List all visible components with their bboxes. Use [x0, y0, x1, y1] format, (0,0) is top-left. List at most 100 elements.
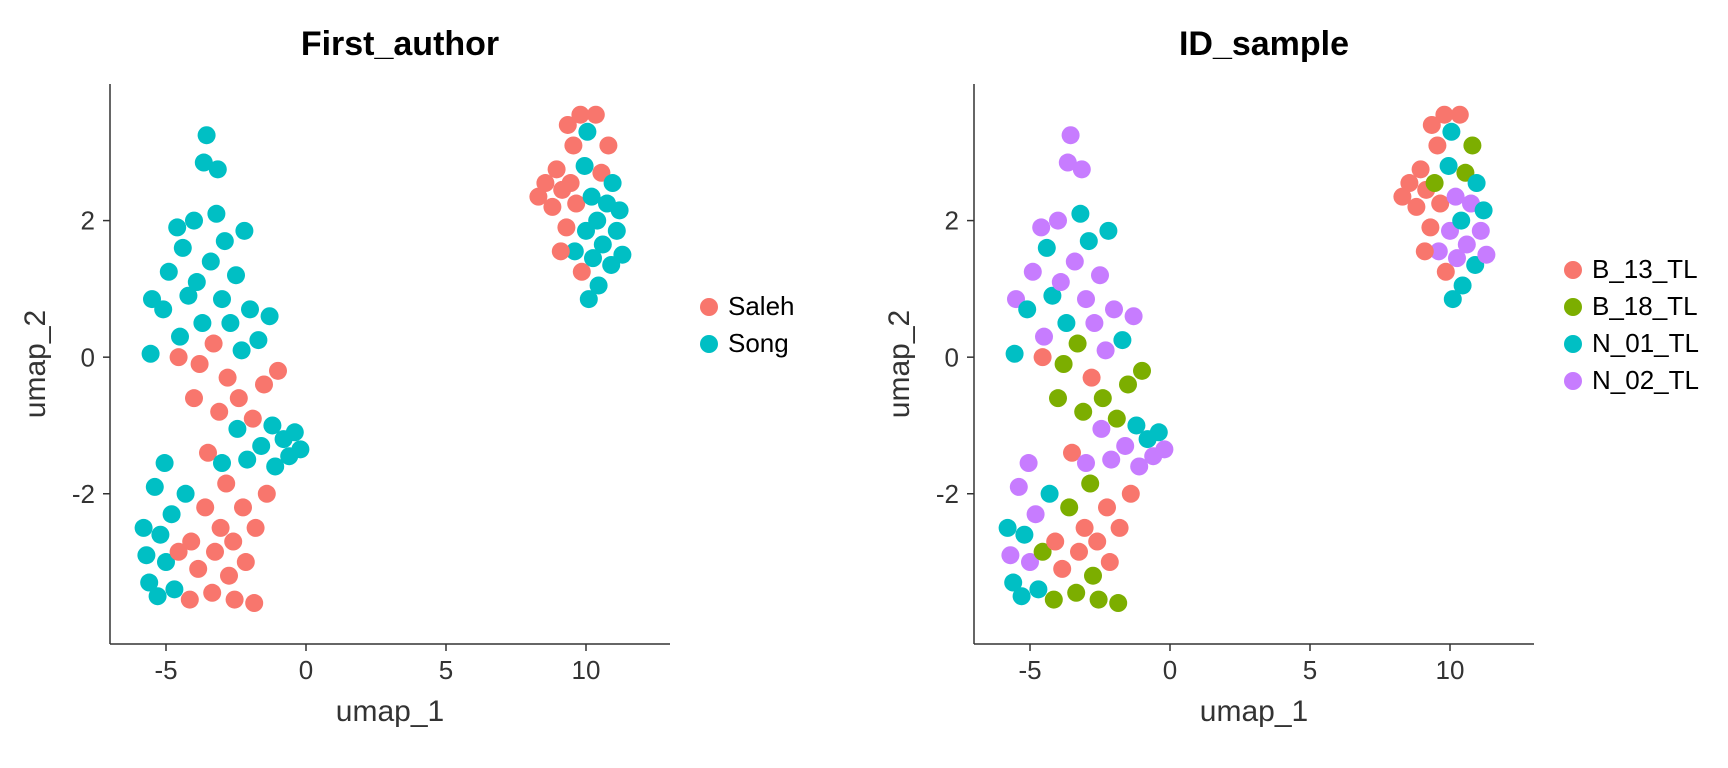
scatter-point — [1001, 546, 1019, 564]
scatter-point — [168, 218, 186, 236]
scatter-point — [217, 475, 235, 493]
scatter-point — [1080, 232, 1098, 250]
plot-title: ID_sample — [874, 0, 1544, 74]
scatter-point — [228, 420, 246, 438]
scatter-point — [205, 335, 223, 353]
scatter-point — [1035, 328, 1053, 346]
scatter-point — [1113, 331, 1131, 349]
y-tick-label: 2 — [945, 206, 959, 236]
scatter-point — [571, 106, 589, 124]
legend-dot-icon — [1564, 335, 1582, 353]
scatter-point — [258, 485, 276, 503]
y-tick-label: 0 — [945, 342, 959, 372]
scatter-point — [1066, 253, 1084, 271]
legend-item: N_02_TL — [1564, 365, 1699, 396]
scatter-point — [181, 591, 199, 609]
scatter-point — [1122, 485, 1140, 503]
scatter-point — [1071, 205, 1089, 223]
scatter-point — [213, 454, 231, 472]
scatter-point — [1440, 157, 1458, 175]
scatter-point — [1052, 273, 1070, 291]
y-tick-label: 0 — [81, 342, 95, 372]
legend-item: Saleh — [700, 291, 795, 322]
scatter-point — [552, 242, 570, 260]
y-tick-label: 2 — [81, 206, 95, 236]
scatter-point — [244, 410, 262, 428]
scatter-point — [156, 454, 174, 472]
scatter-point — [564, 136, 582, 154]
scatter-point — [1108, 410, 1126, 428]
scatter-point — [1045, 591, 1063, 609]
scatter-point — [1073, 160, 1091, 178]
scatter-point — [590, 276, 608, 294]
scatter-point — [1407, 198, 1425, 216]
scatter-point — [1109, 594, 1127, 612]
scatter-point — [1091, 266, 1109, 284]
legend-label: N_02_TL — [1592, 365, 1699, 396]
scatter-point — [576, 157, 594, 175]
legend-label: B_13_TL — [1592, 254, 1698, 285]
legend-item: N_01_TL — [1564, 328, 1699, 359]
scatter-point — [1032, 218, 1050, 236]
scatter-point — [238, 451, 256, 469]
scatter-point — [1116, 437, 1134, 455]
scatter-point — [255, 375, 273, 393]
scatter-point — [1077, 454, 1095, 472]
legend-dot-icon — [700, 298, 718, 316]
scatter-point — [588, 212, 606, 230]
scatter-point — [210, 403, 228, 421]
scatter-point — [185, 389, 203, 407]
scatter-point — [154, 300, 172, 318]
scatter-plot: -50510-202umap_1umap_2 — [0, 74, 690, 754]
scatter-point — [1069, 335, 1087, 353]
legend-dot-icon — [1564, 372, 1582, 390]
scatter-point — [1057, 314, 1075, 332]
legend-item: B_18_TL — [1564, 291, 1699, 322]
scatter-point — [1088, 533, 1106, 551]
scatter-point — [1412, 160, 1430, 178]
scatter-point — [1155, 440, 1173, 458]
y-axis-label: umap_2 — [883, 310, 916, 418]
legend-dot-icon — [700, 335, 718, 353]
y-axis-label: umap_2 — [19, 310, 52, 418]
scatter-point — [1454, 276, 1472, 294]
scatter-point — [193, 314, 211, 332]
scatter-point — [1426, 174, 1444, 192]
scatter-point — [562, 174, 580, 192]
scatter-point — [567, 195, 585, 213]
scatter-point — [206, 543, 224, 561]
legend-label: N_01_TL — [1592, 328, 1699, 359]
scatter-point — [247, 519, 265, 537]
scatter-point — [207, 205, 225, 223]
scatter-point — [1013, 587, 1031, 605]
scatter-point — [543, 198, 561, 216]
x-tick-label: 5 — [1303, 655, 1317, 685]
scatter-point — [1076, 519, 1094, 537]
scatter-point — [234, 498, 252, 516]
scatter-point — [1416, 242, 1434, 260]
scatter-point — [177, 485, 195, 503]
x-axis-label: umap_1 — [1200, 695, 1308, 728]
scatter-point — [245, 594, 263, 612]
scatter-point — [151, 526, 169, 544]
legend-dot-icon — [1564, 298, 1582, 316]
scatter-point — [1099, 222, 1117, 240]
scatter-point — [209, 160, 227, 178]
scatter-point — [587, 106, 605, 124]
scatter-point — [203, 584, 221, 602]
scatter-point — [252, 437, 270, 455]
scatter-point — [1053, 560, 1071, 578]
scatter-point — [249, 331, 267, 349]
scatter-point — [1083, 369, 1101, 387]
scatter-point — [1049, 212, 1067, 230]
scatter-point — [1468, 174, 1486, 192]
scatter-point — [219, 369, 237, 387]
scatter-point — [191, 355, 209, 373]
scatter-point — [608, 222, 626, 240]
x-tick-label: -5 — [154, 655, 177, 685]
scatter-point — [1421, 218, 1439, 236]
scatter-point — [171, 328, 189, 346]
panel-1: ID_sample-50510-202umap_1umap_2B_13_TLB_… — [864, 0, 1728, 768]
scatter-point — [1062, 126, 1080, 144]
scatter-point — [1085, 314, 1103, 332]
